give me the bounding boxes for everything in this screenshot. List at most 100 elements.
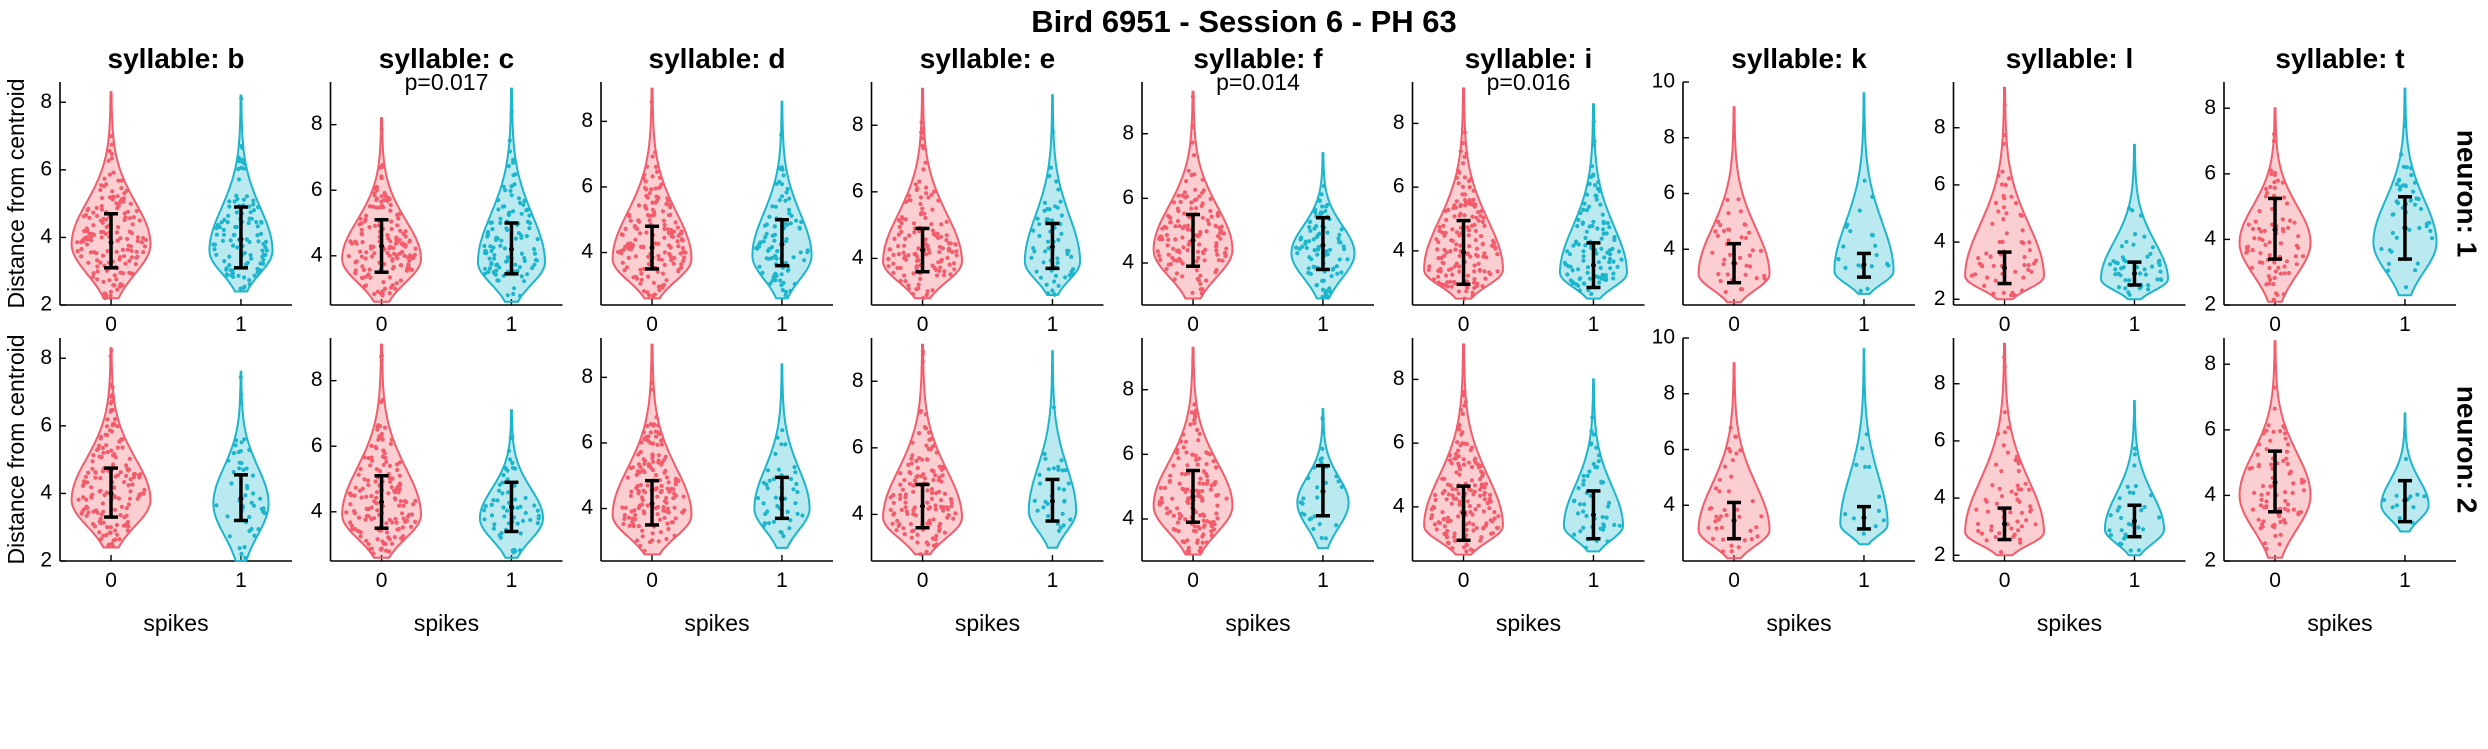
- data-point: [353, 260, 358, 265]
- data-point: [2288, 469, 2293, 474]
- data-point: [239, 440, 244, 445]
- data-point: [901, 526, 906, 531]
- y-tick-label: 6: [311, 434, 323, 457]
- data-point: [656, 253, 661, 258]
- data-point: [642, 172, 647, 177]
- data-point: [1567, 252, 1572, 257]
- data-point: [368, 246, 374, 251]
- y-tick-label: 4: [311, 243, 323, 266]
- data-point: [115, 532, 120, 537]
- error-bar-spikes-0: [104, 466, 119, 519]
- error-bar-spikes-0: [645, 478, 660, 527]
- data-point: [1989, 528, 1994, 533]
- error-bar-spikes-1: [1045, 221, 1060, 271]
- data-point: [1442, 253, 1447, 258]
- x-tick-label: 0: [1999, 569, 2011, 592]
- data-point: [675, 225, 681, 230]
- data-point: [2264, 447, 2269, 452]
- data-point: [125, 247, 130, 252]
- data-point: [1051, 405, 1056, 410]
- data-point: [1591, 432, 1596, 437]
- data-point: [948, 272, 953, 277]
- data-point: [129, 248, 134, 253]
- data-point: [1484, 521, 1489, 526]
- data-point: [2257, 209, 2262, 214]
- data-point: [1876, 508, 1882, 513]
- y-tick-label: 8: [1122, 121, 1134, 144]
- data-point: [2116, 285, 2122, 290]
- data-point: [1058, 525, 1063, 530]
- data-point: [99, 183, 104, 188]
- x-tick-label: 1: [235, 313, 247, 336]
- data-point: [1601, 522, 1606, 527]
- points-spikes-1: [2108, 206, 2164, 297]
- data-point: [99, 235, 104, 240]
- data-point: [1192, 402, 1197, 407]
- data-point: [1452, 534, 1457, 540]
- data-point: [528, 517, 533, 523]
- data-point: [1462, 296, 1467, 301]
- data-point: [1726, 489, 1732, 494]
- y-tick-label: 8: [1663, 381, 1675, 404]
- data-point: [1723, 289, 1728, 295]
- data-point: [2119, 244, 2125, 249]
- data-point: [918, 201, 923, 207]
- data-point: [903, 492, 909, 497]
- panel-title: syllable: e: [920, 43, 1055, 74]
- data-point: [1482, 497, 1487, 502]
- data-point: [1329, 274, 1334, 279]
- data-point: [897, 224, 902, 230]
- data-point: [1437, 224, 1442, 230]
- data-point: [388, 479, 393, 484]
- data-point: [1471, 492, 1476, 497]
- data-point: [1336, 236, 1341, 241]
- data-point: [1192, 421, 1197, 426]
- data-point: [510, 465, 515, 470]
- data-point: [96, 446, 101, 451]
- data-point: [656, 423, 661, 428]
- data-point: [85, 237, 90, 242]
- data-point: [2133, 232, 2138, 237]
- data-point: [1457, 499, 1462, 504]
- data-point: [2296, 234, 2301, 239]
- data-point: [1186, 545, 1191, 551]
- data-point: [950, 249, 955, 255]
- data-point: [934, 491, 939, 496]
- x-tick-label: 1: [1858, 313, 1870, 336]
- data-point: [1724, 513, 1729, 518]
- data-point: [76, 497, 81, 502]
- data-point: [91, 271, 96, 276]
- data-point: [1306, 266, 1311, 271]
- data-point: [1988, 254, 1993, 259]
- data-point: [115, 206, 120, 211]
- data-point: [491, 245, 496, 250]
- data-point: [653, 473, 659, 478]
- data-point: [659, 438, 664, 443]
- data-point: [134, 255, 139, 260]
- data-point: [95, 269, 100, 274]
- data-point: [1601, 219, 1606, 224]
- x-tick-label: 0: [917, 569, 929, 592]
- data-point: [1584, 229, 1589, 234]
- points-spikes-1: [2379, 123, 2435, 290]
- data-point: [2271, 297, 2276, 302]
- data-point: [918, 410, 923, 415]
- data-point: [499, 531, 504, 536]
- data-point: [1466, 233, 1471, 238]
- data-point: [1736, 545, 1741, 550]
- data-point: [657, 431, 662, 436]
- data-point: [1460, 184, 1466, 189]
- data-point: [1983, 497, 1988, 502]
- data-point: [622, 513, 627, 518]
- data-point: [1862, 178, 1867, 183]
- data-point: [1476, 210, 1481, 215]
- data-point: [1442, 488, 1447, 494]
- data-point: [923, 160, 928, 165]
- data-point: [260, 254, 265, 259]
- data-point: [1213, 223, 1218, 228]
- data-point: [1471, 528, 1476, 533]
- data-point: [927, 430, 932, 435]
- data-point: [929, 496, 935, 501]
- data-point: [1029, 255, 1034, 260]
- data-point: [914, 474, 919, 479]
